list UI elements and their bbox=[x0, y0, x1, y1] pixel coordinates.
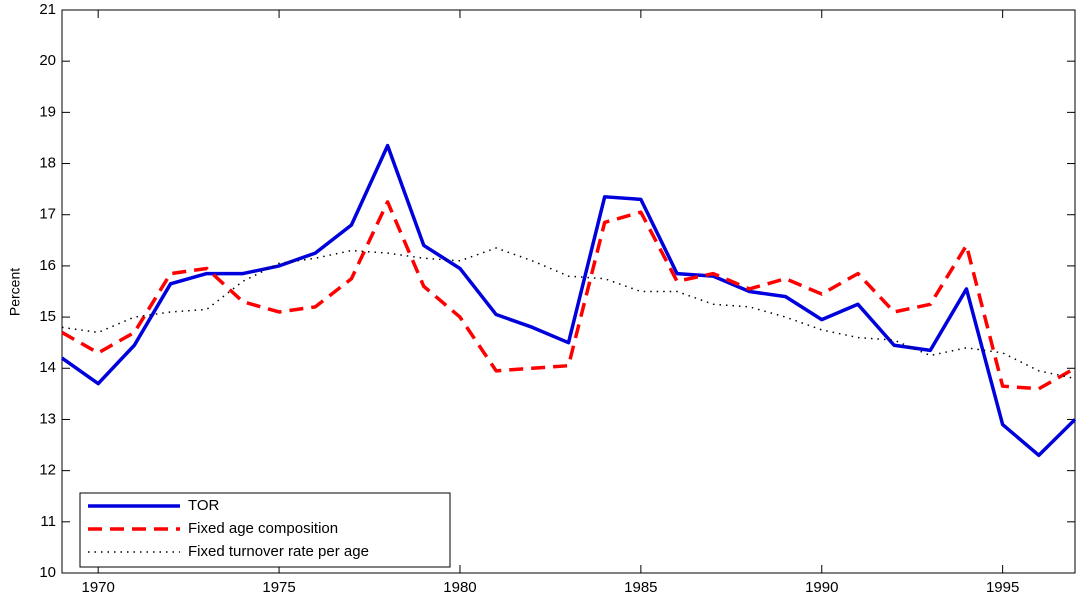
series-line bbox=[60, 143, 1076, 458]
y-tick-label: 13 bbox=[39, 410, 56, 427]
x-tick-label: 1985 bbox=[624, 579, 657, 596]
y-tick-label: 11 bbox=[40, 513, 56, 530]
x-tick-label: 1995 bbox=[986, 579, 1019, 596]
y-axis-label: Percent bbox=[7, 268, 23, 316]
y-tick-label: 18 bbox=[39, 155, 56, 172]
y-tick-label: 20 bbox=[39, 52, 56, 69]
y-tick-label: 10 bbox=[39, 564, 56, 581]
x-tick-label: 1990 bbox=[805, 579, 838, 596]
x-tick-label: 1975 bbox=[262, 579, 295, 596]
x-tick-label: 1970 bbox=[81, 579, 114, 596]
series-line bbox=[61, 247, 1076, 380]
x-tick-label: 1980 bbox=[443, 579, 476, 596]
y-tick-label: 19 bbox=[39, 103, 56, 120]
legend-label: Fixed age composition bbox=[188, 520, 338, 537]
plot-frame bbox=[61, 9, 1076, 574]
legend-label: Fixed turnover rate per age bbox=[188, 543, 369, 560]
y-tick-label: 21 bbox=[39, 1, 56, 18]
y-tick-label: 14 bbox=[39, 359, 56, 376]
y-tick-label: 17 bbox=[39, 206, 56, 223]
legend-label: TOR bbox=[188, 497, 220, 514]
y-tick-label: 12 bbox=[39, 462, 56, 479]
series-line bbox=[61, 200, 1076, 391]
y-tick-label: 16 bbox=[39, 257, 56, 274]
y-tick-label: 15 bbox=[39, 308, 56, 325]
